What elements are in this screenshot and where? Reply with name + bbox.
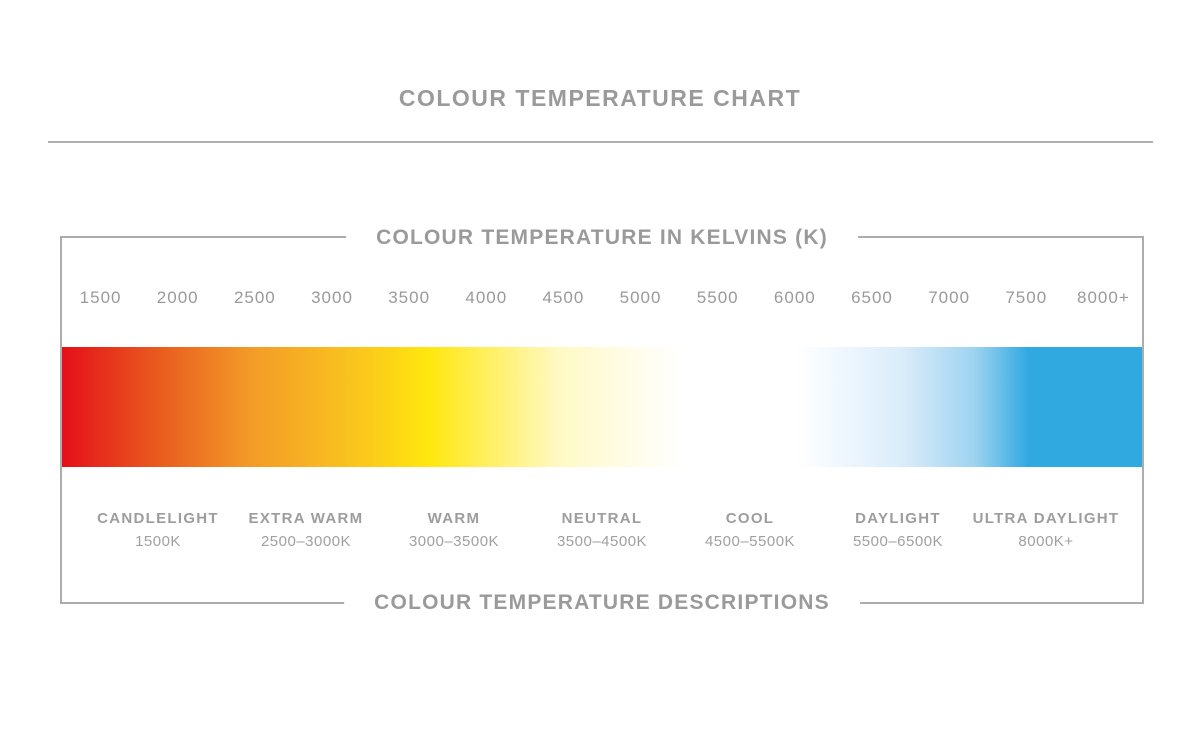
description-kelvin-range: 3500–4500K <box>556 533 648 550</box>
description-name: ULTRA DAYLIGHT <box>972 510 1120 527</box>
colour-temperature-gradient-bar <box>62 347 1142 467</box>
description-item: ULTRA DAYLIGHT 8000K+ <box>972 510 1120 551</box>
description-name: COOL <box>725 510 775 527</box>
kelvin-ticks-row: 1500 2000 2500 3000 3500 4000 4500 5000 5500 6000… <box>62 288 1142 308</box>
kelvin-tick-label: 2000 <box>156 288 199 307</box>
chart-frame: COLOUR TEMPERATURE IN KELVINS (K) 1500 20… <box>60 224 1144 616</box>
description-kelvin-range: 5500–6500K <box>852 533 944 550</box>
description-item: COOL 4500–5500K <box>676 510 824 551</box>
description-name: CANDLELIGHT <box>97 510 219 527</box>
description-name: NEUTRAL <box>561 510 643 527</box>
kelvin-tick-label: 3500 <box>388 288 431 307</box>
kelvin-tick-label: 8000+ <box>1077 288 1130 307</box>
description-kelvin-range: 2500–3000K <box>260 533 352 550</box>
description-name: DAYLIGHT <box>855 510 941 527</box>
kelvin-tick-label: 6500 <box>851 288 893 307</box>
description-kelvin-range: 8000K+ <box>1018 533 1074 550</box>
description-kelvin-range: 3000–3500K <box>408 533 500 550</box>
description-item: DAYLIGHT 5500–6500K <box>824 510 972 551</box>
kelvin-tick-label: 5000 <box>619 288 662 307</box>
description-item: CANDLELIGHT 1500K <box>84 510 232 551</box>
kelvin-scale-header: COLOUR TEMPERATURE IN KELVINS (K) <box>346 224 858 251</box>
kelvin-tick-label: 4000 <box>465 288 508 307</box>
kelvin-tick-label: 6000 <box>773 288 816 307</box>
description-kelvin-range: 4500–5500K <box>704 533 796 550</box>
kelvin-tick-label: 7500 <box>1005 288 1048 307</box>
kelvin-tick-label: 1500 <box>79 288 122 307</box>
title-divider-rule <box>48 141 1153 143</box>
kelvin-tick-label: 4500 <box>542 288 585 307</box>
kelvin-tick-label: 2500 <box>233 288 276 307</box>
kelvin-tick-label: 7000 <box>928 288 971 307</box>
description-name: EXTRA WARM <box>248 510 364 527</box>
page-title: COLOUR TEMPERATURE CHART <box>398 85 802 111</box>
description-item: EXTRA WARM 2500–3000K <box>232 510 380 551</box>
kelvin-tick-label: 5500 <box>696 288 739 307</box>
description-item: NEUTRAL 3500–4500K <box>528 510 676 551</box>
description-item: WARM 3000–3500K <box>380 510 528 551</box>
descriptions-row: CANDLELIGHT 1500K EXTRA WARM 2500–3000K WARM… <box>62 510 1142 551</box>
description-kelvin-range: 1500K <box>135 533 181 550</box>
descriptions-header: COLOUR TEMPERATURE DESCRIPTIONS <box>344 589 860 616</box>
kelvin-tick-label: 3000 <box>311 288 353 307</box>
description-name: WARM <box>427 510 481 527</box>
